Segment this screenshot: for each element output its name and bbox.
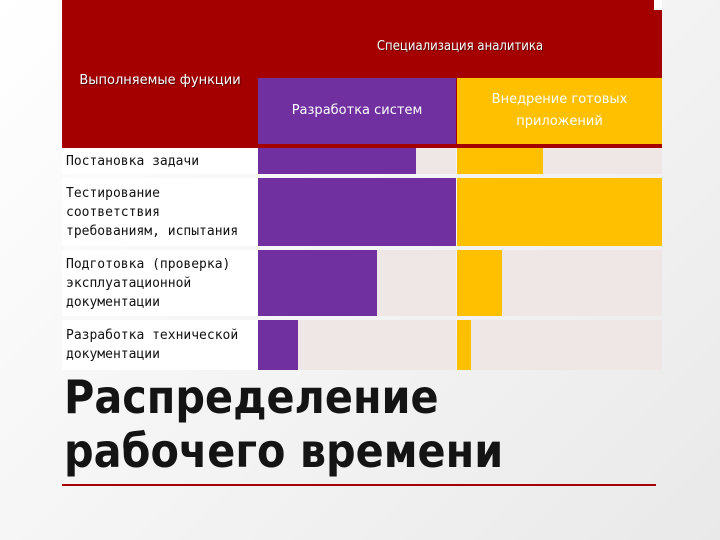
bar-app-deployment <box>457 250 502 316</box>
row-label: Постановка задачи <box>62 148 258 174</box>
bar-system-development <box>258 178 456 246</box>
row-label: Тестирование соответствия требованиям, и… <box>62 178 258 246</box>
chart-header-title: Специализация аналитика <box>376 39 544 54</box>
slide-title-line-2: рабочего времени <box>64 424 504 478</box>
bar-app-deployment <box>457 178 662 246</box>
column-header-system-development: Разработка систем <box>258 78 456 144</box>
bar-system-development <box>258 250 377 316</box>
bar-app-deployment <box>457 148 543 174</box>
row-label: Разработка технической документации <box>62 320 258 370</box>
corner-mark <box>654 0 662 10</box>
slide-title-line-1: Распределение <box>64 370 439 424</box>
bar-system-development <box>258 320 298 370</box>
title-underline <box>62 484 656 486</box>
bar-app-deployment <box>457 320 471 370</box>
row-cell <box>457 320 662 370</box>
functions-column-label: Выполняемые функции <box>79 73 241 88</box>
slide-title: Распределение рабочего времени <box>64 370 664 478</box>
row-label: Подготовка (проверка) эксплуатационной д… <box>62 250 258 316</box>
column-header-app-deployment: Внедрение готовых приложений <box>457 78 662 144</box>
bar-system-development <box>258 148 416 174</box>
